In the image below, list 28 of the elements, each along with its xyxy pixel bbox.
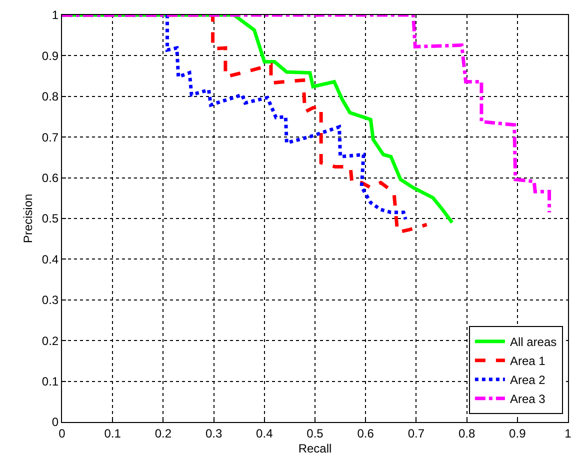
x-tick-label: 0.6 (357, 426, 374, 440)
x-tick-label: 0.5 (306, 426, 324, 440)
x-tick-label: 0.4 (256, 426, 274, 440)
legend-label: All areas (510, 335, 557, 350)
x-tick-label: 0.7 (408, 426, 425, 440)
y-tick-label: 0.6 (42, 171, 59, 185)
x-tick-label: 0.1 (104, 426, 122, 440)
y-tick-label: 0.8 (42, 90, 59, 104)
x-tick-label: 0.3 (205, 426, 222, 440)
x-tick-label: 0.9 (509, 426, 526, 440)
y-tick-label: 0.9 (42, 48, 59, 63)
y-tick-label: 0.5 (42, 212, 59, 226)
legend-label: Area 1 (510, 354, 546, 368)
line-series (62, 15, 552, 214)
y-tick-label: 0 (52, 415, 59, 430)
x-axis-title: Recall (298, 441, 332, 456)
legend-label: Area 2 (510, 373, 546, 388)
y-tick-label: 1 (52, 8, 59, 22)
y-axis-title: Precision (21, 194, 36, 244)
y-tick-label: 0.4 (42, 252, 59, 266)
legend-label: Area 3 (510, 392, 546, 406)
y-tick-label: 0.3 (42, 293, 59, 308)
y-tick-label: 0.7 (42, 130, 59, 144)
x-tick-label: 0.8 (458, 426, 476, 440)
x-tick-label: 0.2 (154, 426, 172, 440)
y-tick-label: 0.2 (42, 334, 59, 348)
y-tick-label: 0.1 (42, 374, 59, 388)
x-tick-label: 1 (564, 426, 572, 440)
